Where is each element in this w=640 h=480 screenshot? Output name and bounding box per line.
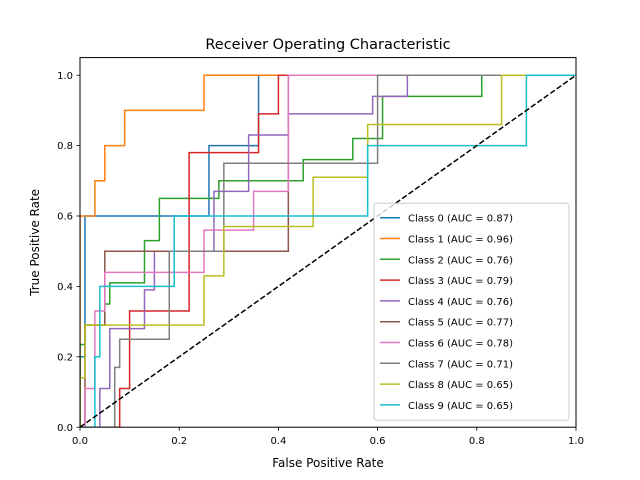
roc-curve-class-6: [80, 74, 576, 428]
series-layer: [80, 74, 576, 428]
legend-box: [373, 202, 570, 421]
plot-frame: [79, 57, 577, 428]
legend-entry-class-9: Class 9 (AUC = 0.65): [408, 401, 513, 412]
chart-title: Receiver Operating Characteristic: [205, 37, 450, 53]
reference-layer: [80, 74, 576, 428]
x-tick-label: 0.4: [270, 436, 286, 447]
legend-entry-class-4: Class 4 (AUC = 0.76): [408, 297, 513, 308]
roc-curve-class-8: [80, 74, 576, 428]
roc-curve-class-9: [80, 74, 576, 428]
x-tick-label: 0.6: [370, 436, 386, 447]
y-tick-label: 1.0: [57, 71, 73, 82]
x-axis-ticks: 0.0 0.2 0.4 0.6 0.8 1.0: [72, 427, 584, 447]
y-tick-label: 0.2: [57, 352, 73, 363]
x-tick-label: 0.0: [72, 436, 88, 447]
roc-curve-class-3: [80, 74, 576, 428]
x-tick-label: 0.2: [171, 436, 187, 447]
x-tick-label: 0.8: [469, 436, 485, 447]
roc-curve-class-1: [80, 74, 576, 428]
y-tick-label: 0.8: [57, 141, 73, 152]
legend-entry-class-6: Class 6 (AUC = 0.78): [408, 339, 513, 350]
y-tick-label: 0.4: [57, 282, 73, 293]
legend-entry-class-0: Class 0 (AUC = 0.87): [408, 214, 513, 225]
legend-entry-class-3: Class 3 (AUC = 0.79): [408, 276, 513, 287]
legend-entry-class-2: Class 2 (AUC = 0.76): [408, 255, 513, 266]
y-axis-ticks: 0.0 0.2 0.4 0.6 0.8 1.0: [57, 71, 80, 434]
legend-entry-class-1: Class 1 (AUC = 0.96): [408, 235, 513, 246]
x-tick-label: 1.0: [568, 436, 584, 447]
x-axis-label: False Positive Rate: [272, 456, 384, 470]
legend-entry-class-5: Class 5 (AUC = 0.77): [408, 318, 513, 329]
roc-curve-class-7: [80, 74, 576, 428]
legend-entry-class-7: Class 7 (AUC = 0.71): [408, 359, 513, 370]
y-tick-label: 0.0: [57, 423, 73, 434]
legend: Class 0 (AUC = 0.87) Class 1 (AUC = 0.96)…: [373, 202, 570, 421]
y-axis-label: True Positive Rate: [28, 189, 42, 297]
chance-diagonal-line: [80, 74, 576, 428]
roc-curve-class-4: [80, 74, 576, 428]
y-tick-label: 0.6: [57, 212, 73, 223]
legend-entry-class-8: Class 8 (AUC = 0.65): [408, 380, 513, 391]
